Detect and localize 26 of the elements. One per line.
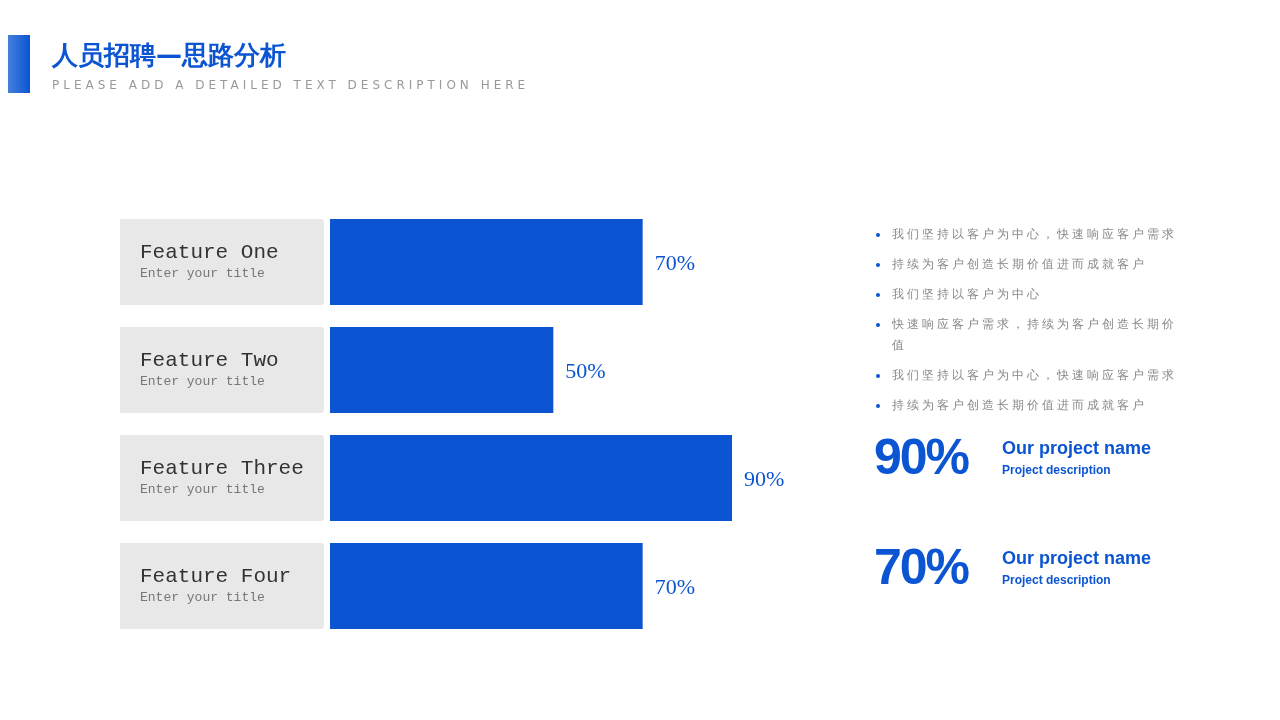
text: Enter your title <box>140 482 265 497</box>
text: 持续为客户创造长期价值进而成就客户 <box>892 397 1147 414</box>
text: Our project name <box>1002 547 1152 569</box>
text: Our project name <box>1002 437 1152 459</box>
text: 我们坚持以客户为中心 <box>892 286 1042 303</box>
y-tick-label: Feature Four <box>140 565 292 588</box>
text: 快速响应客户需求，持续为客户创造长期价值 <box>892 316 1178 354</box>
text: 持续为客户创造长期价值进而成就客户 <box>892 256 1147 273</box>
data-label: 90% <box>744 466 785 491</box>
y-tick-label: Feature Three <box>140 457 304 480</box>
text: Enter your title <box>140 374 265 389</box>
text: 70% <box>874 538 970 596</box>
text: 我们坚持以客户为中心，快速响应客户需求 <box>892 226 1177 243</box>
text: Project description <box>1002 572 1112 587</box>
text: Enter your title <box>140 266 265 281</box>
text: 我们坚持以客户为中心，快速响应客户需求 <box>892 367 1177 384</box>
y-tick-label: Feature Two <box>140 349 279 372</box>
chart-subtitle: PLEASE ADD A DETAILED TEXT DESCRIPTION HERE <box>52 78 530 92</box>
data-label: 50% <box>565 358 606 383</box>
chart-title: 人员招聘—思路分析 <box>52 39 286 72</box>
data-label: 70% <box>654 574 695 599</box>
text: Project description <box>1002 462 1112 477</box>
data-label: 70% <box>654 250 695 275</box>
text: Enter your title <box>140 590 265 605</box>
text: 90% <box>874 428 970 486</box>
y-tick-label: Feature One <box>140 241 279 264</box>
